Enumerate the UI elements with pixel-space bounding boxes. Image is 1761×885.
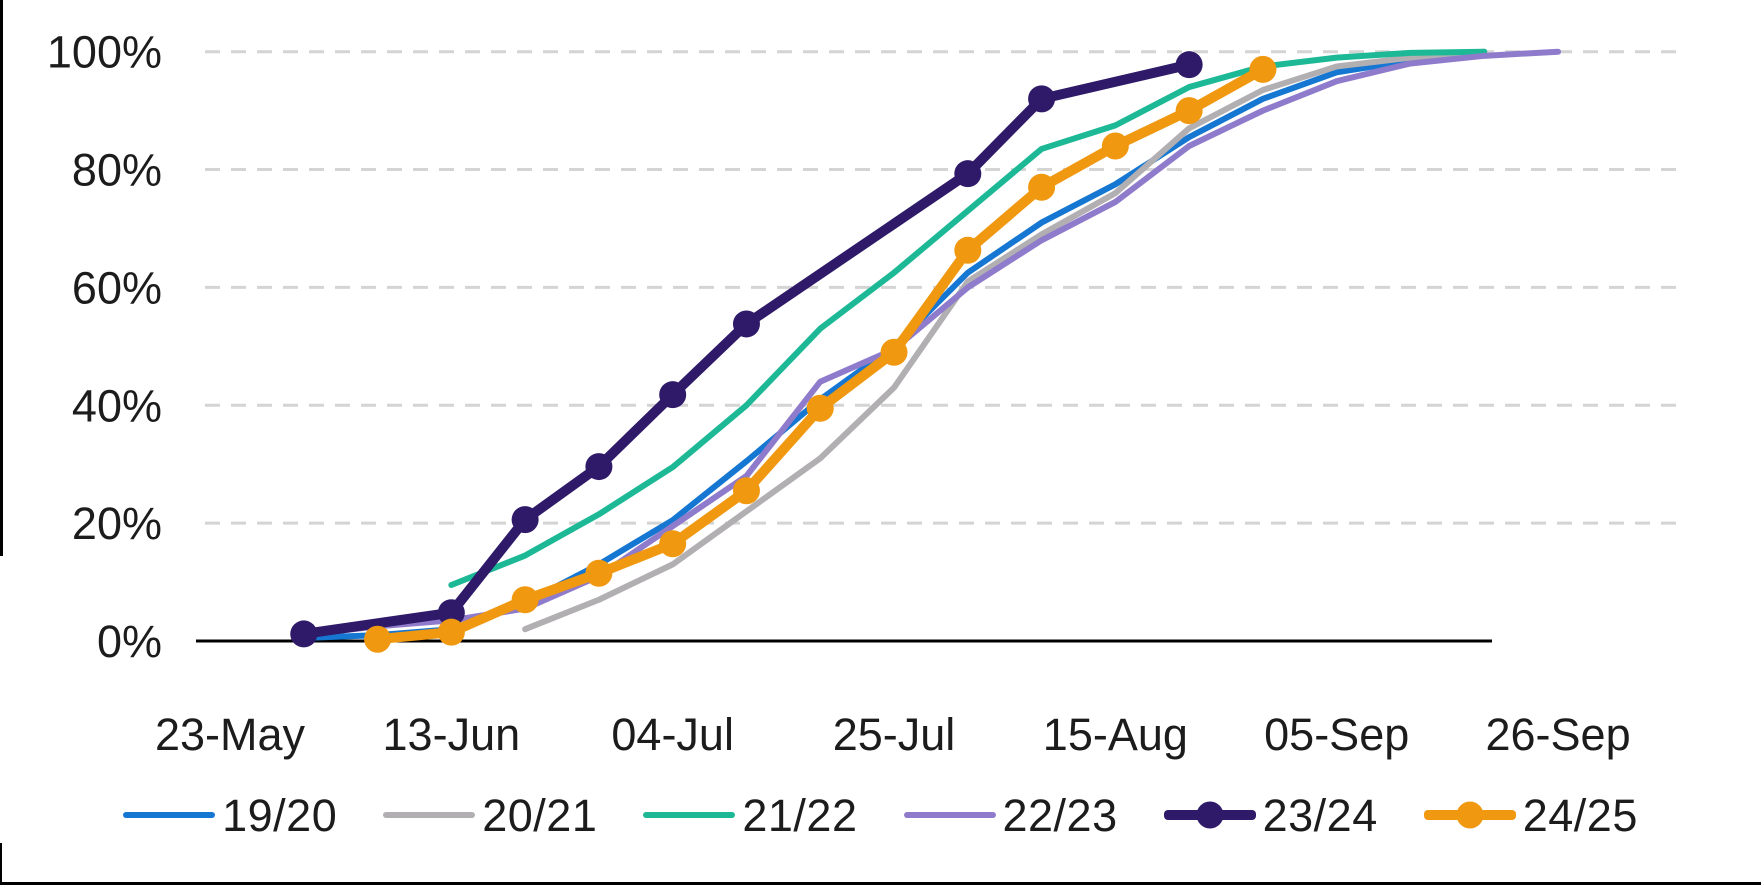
x-tick-label: 23-May <box>155 709 306 760</box>
data-point-marker-23-24 <box>437 599 465 627</box>
data-point-marker-24-25 <box>806 394 834 422</box>
data-point-marker-23-24 <box>1028 85 1056 113</box>
legend-swatch-line <box>643 800 736 830</box>
legend-item-19-20: 19/20 <box>123 793 337 838</box>
screenshot-left-border-stub <box>0 843 2 885</box>
data-point-marker-24-25 <box>659 530 687 558</box>
legend-label: 21/22 <box>742 789 858 841</box>
chart-legend: 19/20 20/21 21/22 22/23 23/24 24/25 <box>0 783 1761 847</box>
x-tick-label: 04-Jul <box>611 709 734 760</box>
series-line-24-25 <box>372 64 1268 645</box>
data-point-marker-24-25 <box>1175 97 1203 125</box>
data-point-marker-24-25 <box>732 477 760 505</box>
x-tick-label: 26-Sep <box>1485 709 1630 760</box>
legend-dot-icon <box>1456 801 1484 829</box>
y-tick-label: 60% <box>72 262 162 313</box>
legend-label: 22/23 <box>1002 789 1118 841</box>
data-point-marker-24-25 <box>1028 173 1056 201</box>
x-tick-label: 25-Jul <box>833 709 956 760</box>
data-point-marker-23-24 <box>732 310 760 338</box>
legend-label: 23/24 <box>1262 789 1378 841</box>
data-point-marker-23-24 <box>290 620 318 648</box>
series-line-23-24 <box>298 59 1195 639</box>
legend-dot-icon <box>1196 801 1224 829</box>
legend-swatch-line <box>903 800 996 830</box>
legend-swatch-line <box>383 800 476 830</box>
legend-item-22-23: 22/23 <box>903 789 1118 841</box>
screenshot-bottom-border <box>0 882 1761 885</box>
y-tick-label: 100% <box>47 27 162 78</box>
legend-item-24-25: 24/25 <box>1423 789 1638 841</box>
legend-label: 19/20 <box>222 789 338 841</box>
data-point-marker-24-25 <box>364 625 392 653</box>
series-line-20-21 <box>522 48 1488 633</box>
x-tick-label: 13-Jun <box>383 709 521 760</box>
legend-label: 20/21 <box>482 789 598 841</box>
series-line-21-22 <box>448 48 1488 589</box>
y-tick-label: 20% <box>72 498 162 549</box>
screenshot-left-border <box>0 0 3 556</box>
y-tick-label: 0% <box>97 616 162 667</box>
legend-item-21-22: 21/22 <box>643 793 857 838</box>
data-point-marker-23-24 <box>659 381 687 409</box>
data-point-marker-23-24 <box>585 453 613 481</box>
legend-swatch-line-marker <box>1163 800 1256 830</box>
data-point-marker-24-25 <box>954 236 982 264</box>
data-point-marker-24-25 <box>585 559 613 587</box>
legend-line-icon <box>383 812 476 818</box>
data-point-marker-24-25 <box>511 586 539 614</box>
legend-swatch-line-marker <box>1423 800 1516 830</box>
data-point-marker-24-25 <box>437 618 465 646</box>
y-tick-label: 80% <box>72 145 162 196</box>
data-point-marker-24-25 <box>1249 55 1277 83</box>
legend-line-icon <box>123 812 216 818</box>
data-point-marker-23-24 <box>1175 51 1203 79</box>
data-point-marker-24-25 <box>880 338 908 366</box>
legend-label: 24/25 <box>1522 789 1638 841</box>
data-point-marker-23-24 <box>511 506 539 534</box>
x-tick-label: 05-Sep <box>1264 709 1409 760</box>
legend-swatch-line <box>123 800 216 830</box>
x-tick-label: 15-Aug <box>1043 709 1188 760</box>
legend-line-icon <box>643 812 736 818</box>
data-point-marker-24-25 <box>1101 132 1129 160</box>
y-tick-label: 40% <box>72 380 162 431</box>
data-point-marker-23-24 <box>954 160 982 188</box>
legend-item-23-24: 23/24 <box>1163 789 1378 841</box>
legend-line-icon <box>903 812 996 818</box>
legend-item-20-21: 20/21 <box>383 793 597 838</box>
series-line-22-23 <box>300 48 1562 639</box>
